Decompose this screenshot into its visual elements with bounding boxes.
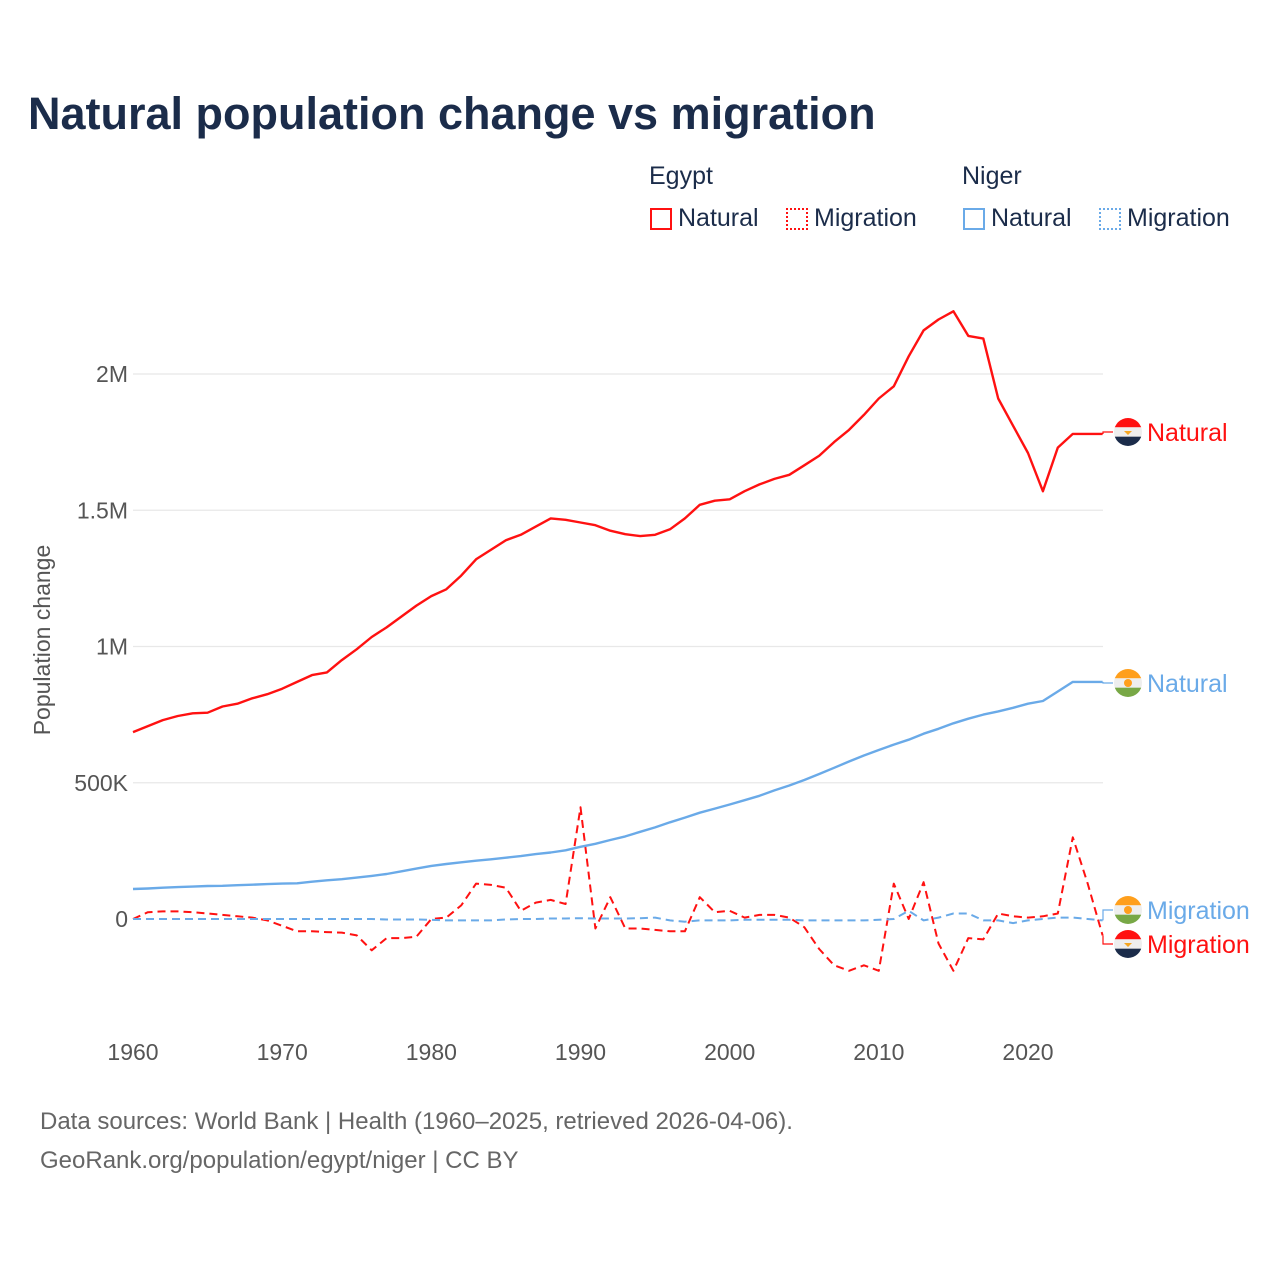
x-tick-label: 2020 (1002, 1039, 1053, 1065)
end-label-egypt-natural: Natural (1147, 419, 1228, 447)
y-axis-label: Population change (29, 545, 55, 736)
label-connector (1102, 681, 1113, 684)
egypt-flag-icon (1114, 418, 1142, 446)
x-tick-label: 2000 (704, 1039, 755, 1065)
y-tick-label: 0 (115, 906, 128, 932)
x-tick-label: 1990 (555, 1039, 606, 1065)
end-label-egypt-migration: Migration (1147, 931, 1250, 959)
footer-sources: Data sources: World Bank | Health (1960–… (40, 1108, 793, 1135)
legend-group-egypt: Egypt (649, 162, 713, 190)
y-tick-label: 500K (74, 770, 128, 796)
y-tick-label: 1.5M (77, 497, 128, 523)
footer-link[interactable]: GeoRank.org/population/egypt/niger | CC … (40, 1147, 519, 1174)
series-line-niger-migration (133, 909, 1103, 925)
x-tick-label: 2010 (853, 1039, 904, 1065)
legend-swatch-solid (650, 207, 672, 230)
legend-egypt-migration[interactable]: Migration (786, 204, 917, 233)
label-connector (1102, 431, 1113, 434)
legend-swatch-dotted (1099, 207, 1121, 230)
niger-flag-icon (1114, 896, 1142, 924)
legend-label: Migration (814, 204, 917, 232)
egypt-flag-icon (1114, 930, 1142, 958)
series-line-egypt-natural (132, 310, 1103, 734)
legend-niger-natural[interactable]: Natural (963, 204, 1072, 233)
legend-egypt-natural[interactable]: Natural (650, 204, 759, 233)
label-connector (1102, 935, 1113, 945)
end-label-niger-natural: Natural (1147, 670, 1228, 698)
series-line-egypt-migration (132, 806, 1104, 972)
x-tick-label: 1970 (257, 1039, 308, 1065)
legend-label: Natural (991, 204, 1072, 232)
y-tick-label: 1M (96, 634, 128, 660)
label-connector (1102, 909, 1113, 921)
legend-swatch-dotted (786, 207, 808, 230)
legend-group-niger: Niger (962, 162, 1022, 190)
x-tick-label: 1960 (107, 1039, 158, 1065)
series-line-niger-natural (132, 680, 1103, 891)
legend-label: Natural (678, 204, 759, 232)
end-label-niger-migration: Migration (1147, 897, 1250, 925)
niger-flag-icon (1114, 669, 1142, 697)
chart-title: Natural population change vs migration (28, 88, 876, 139)
y-tick-label: 2M (96, 361, 128, 387)
legend-niger-migration[interactable]: Migration (1099, 204, 1230, 233)
legend-swatch-solid (963, 207, 985, 230)
x-tick-label: 1980 (406, 1039, 457, 1065)
legend-label: Migration (1127, 204, 1230, 232)
